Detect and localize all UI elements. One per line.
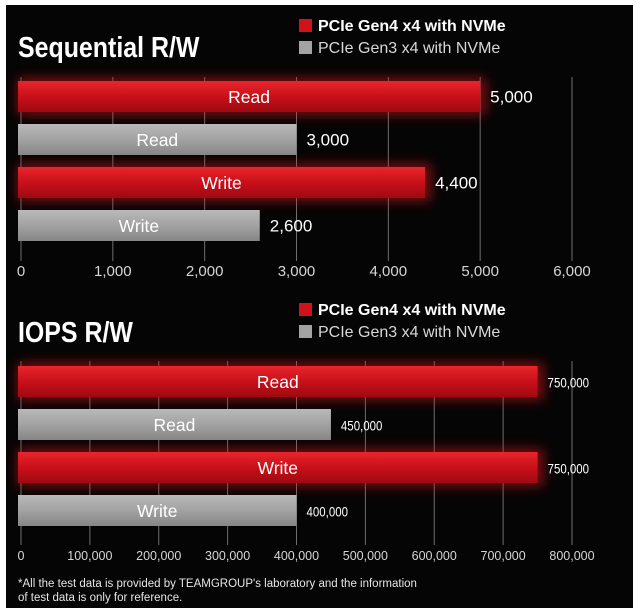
chart-1-data-label: 3,000 xyxy=(307,131,350,150)
chart-1-legend-swatch-gen3 xyxy=(299,41,312,54)
chart-2-x-tick-label: 100,000 xyxy=(67,549,112,563)
chart-1-x-tick-label: 3,000 xyxy=(278,263,316,280)
chart-2-data-label: 400,000 xyxy=(307,503,348,519)
chart-2-data-label: 450,000 xyxy=(341,417,382,433)
chart-2-bar-write-gen4 xyxy=(18,452,538,483)
chart-2-bar-read-gen4 xyxy=(18,366,538,397)
chart-1-bar-label: Write xyxy=(119,216,160,236)
chart-2-x-tick-label: 200,000 xyxy=(136,549,181,563)
chart-2-bar-label: Read xyxy=(257,372,299,392)
chart-1-data-label: 2,600 xyxy=(270,217,313,236)
chart-2-bar-label: Read xyxy=(154,415,196,435)
chart-2-bar-label: Write xyxy=(137,501,178,521)
chart-1-data-label: 5,000 xyxy=(490,88,533,107)
chart-2-x-tick-label: 600,000 xyxy=(412,549,457,563)
chart-1-bar-label: Read xyxy=(136,130,178,150)
chart-1-x-tick-label: 0 xyxy=(17,263,25,280)
chart-1-bar-write-gen3 xyxy=(18,210,260,241)
chart-2-title: IOPS R/W xyxy=(18,316,133,348)
chart-1-x-tick-label: 4,000 xyxy=(370,263,408,280)
chart-2-legend-label-gen4: PCIe Gen4 x4 with NVMe xyxy=(318,302,506,319)
chart-2-x-tick-label: 500,000 xyxy=(343,549,388,563)
footnote-line-2: of test data is only for reference. xyxy=(18,592,183,604)
chart-2-x-tick-label: 0 xyxy=(18,549,25,563)
chart-1-bar-label: Write xyxy=(201,173,242,193)
chart-1-x-tick-label: 6,000 xyxy=(553,263,591,280)
chart-2-legend-swatch-gen4 xyxy=(299,303,312,316)
chart-2-legend-swatch-gen3 xyxy=(299,325,312,338)
chart-2-bar-write-gen3 xyxy=(18,495,297,526)
chart-1-bar-read-gen3 xyxy=(18,124,297,155)
chart-1-x-tick-label: 2,000 xyxy=(186,263,224,280)
chart-2-bar-label: Write xyxy=(258,458,299,478)
chart-1-x-tick-label: 5,000 xyxy=(461,263,499,280)
chart-1-legend-label-gen4: PCIe Gen4 x4 with NVMe xyxy=(318,18,506,35)
chart-canvas: Sequential R/W PCIe Gen4 x4 with NVMe PCIe… xyxy=(17,18,595,563)
chart-2-x-tick-label: 700,000 xyxy=(481,549,526,563)
chart-1-bar-label: Read xyxy=(228,87,270,107)
chart-1-title: Sequential R/W xyxy=(18,31,200,63)
chart-frame: Sequential R/W PCIe Gen4 x4 with NVMe PCIe… xyxy=(6,5,633,608)
footnote-line-1: *All the test data is provided by TEAMGR… xyxy=(18,578,417,590)
chart-2-x-tick-label: 400,000 xyxy=(274,549,319,563)
footnote: *All the test data is provided by TEAMGR… xyxy=(18,577,578,605)
chart-2-legend-label-gen3: PCIe Gen3 x4 with NVMe xyxy=(318,324,500,341)
chart-1-bar-read-gen4 xyxy=(18,81,481,112)
chart-1-legend-swatch-gen4 xyxy=(299,19,312,32)
chart-2-x-tick-label: 300,000 xyxy=(205,549,250,563)
chart-2-data-label: 750,000 xyxy=(548,374,589,390)
chart-2-bar-read-gen3 xyxy=(18,409,331,440)
chart-1-x-tick-label: 1,000 xyxy=(94,263,132,280)
chart-1-legend-label-gen3: PCIe Gen3 x4 with NVMe xyxy=(318,40,500,57)
chart-1-bar-write-gen4 xyxy=(18,167,426,198)
chart-2-data-label: 750,000 xyxy=(548,460,589,476)
chart-1-data-label: 4,400 xyxy=(435,174,478,193)
chart-2-x-tick-label: 800,000 xyxy=(549,549,594,563)
